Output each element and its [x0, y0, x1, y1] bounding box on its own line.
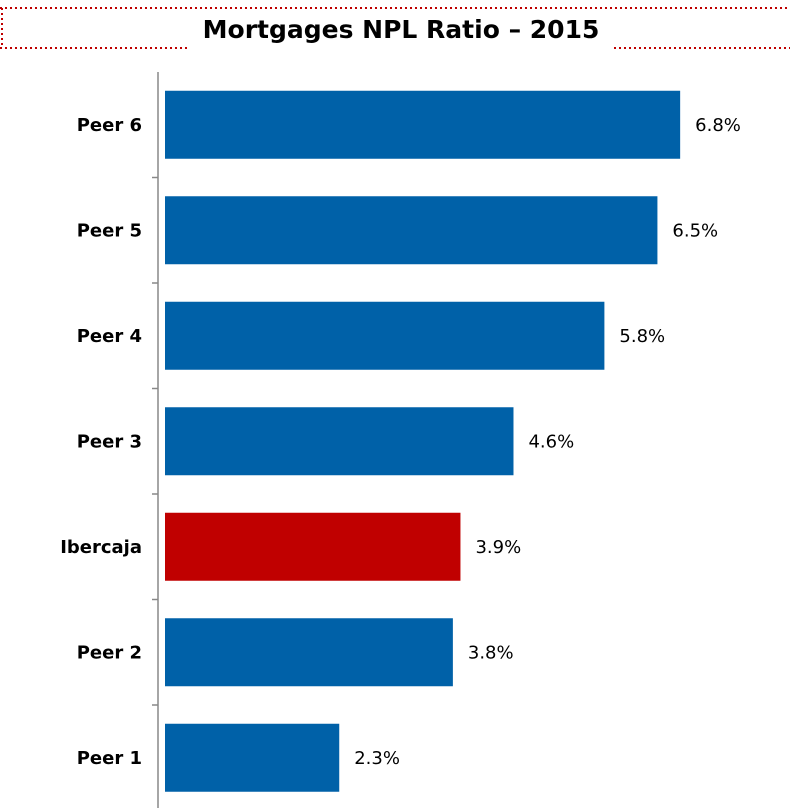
category-label: Peer 3 [77, 431, 142, 452]
value-label: 6.8% [695, 115, 741, 136]
category-label: Ibercaja [60, 537, 142, 558]
category-label: Peer 6 [77, 115, 142, 136]
category-label: Peer 4 [77, 326, 142, 347]
bar [165, 618, 453, 687]
value-label: 3.8% [468, 642, 514, 663]
bar [165, 90, 681, 159]
category-label: Peer 1 [77, 748, 142, 769]
bar [165, 723, 340, 792]
value-label: 4.6% [528, 431, 574, 452]
category-label: Peer 2 [77, 642, 142, 663]
bar [165, 196, 658, 265]
title-frame [0, 7, 790, 49]
bar [165, 301, 605, 370]
bar [165, 407, 514, 476]
bar [165, 512, 461, 581]
value-label: 3.9% [475, 537, 521, 558]
value-label: 2.3% [354, 748, 400, 769]
chart-title: Mortgages NPL Ratio – 2015 [203, 15, 600, 44]
value-label: 5.8% [619, 326, 665, 347]
value-label: 6.5% [672, 220, 718, 241]
category-label: Peer 5 [77, 220, 142, 241]
